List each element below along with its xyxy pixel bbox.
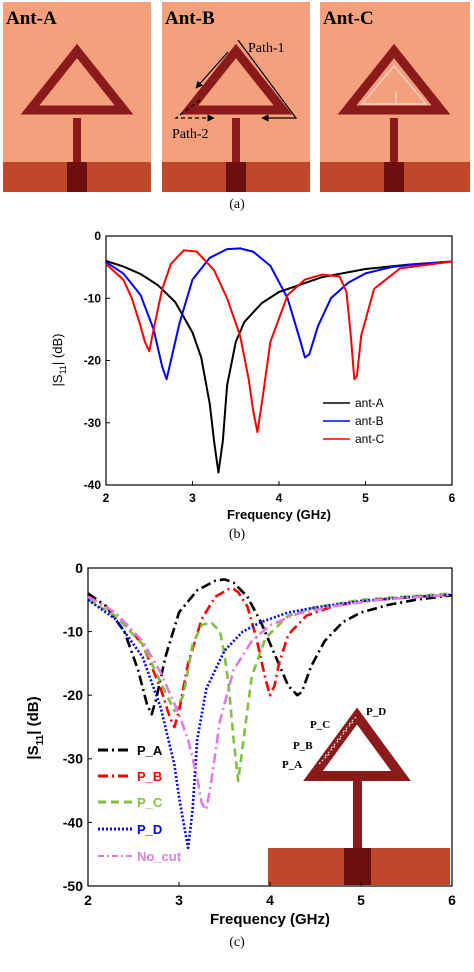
chart-b: 2 3 4 5 6 0 -10 -20 -30 -40 Frequency (GHz) |S11|…: [50, 229, 456, 542]
x-tick-label: 2: [103, 491, 110, 505]
series-line-ant-b: [105, 247, 453, 381]
antenna-label: Ant-C: [323, 8, 374, 29]
x-tick-label: 6: [448, 892, 456, 908]
inset-label-p-d: P_D: [366, 706, 386, 718]
series-line-ant-a: [105, 259, 453, 474]
antenna-ant-a: Ant-A: [3, 2, 151, 192]
inset-triangle: [303, 707, 411, 781]
slot-cut: [360, 64, 428, 105]
inset-label-p-c: P_C: [310, 719, 330, 731]
x-tick-label: 6: [449, 491, 456, 505]
inset-cut-positions: [318, 715, 358, 765]
feed-line: [390, 118, 398, 168]
inset-label-p-b: P_B: [293, 740, 313, 752]
tick-group: 2 3 4 5 6 0 -10 -20 -30 -40: [84, 229, 456, 505]
x-axis-label: Frequency (GHz): [227, 507, 331, 522]
legend-label-p-d: P_D: [137, 822, 162, 837]
antenna-label: Ant-A: [6, 8, 57, 29]
legend-label-no-cut: No_cut: [137, 849, 182, 864]
feed-port: [226, 162, 246, 192]
y-tick-label: -20: [84, 354, 102, 368]
antenna-ant-b: Path-1 Path-2 Ant-B: [162, 2, 310, 192]
legend: P_A P_B P_C P_D No_cut: [98, 743, 182, 864]
y-tick-label: -40: [84, 478, 102, 492]
tick-group: 2 3 4 5 6 0 -10 -20 -30 -40 -50: [63, 560, 456, 908]
chart-c: P_C P_D P_B P_A 2 3 4 5 6 0 -10 -20 -30 -40 -50 Fr…: [25, 560, 456, 950]
y-tick-label: -10: [84, 291, 102, 305]
caption-b: (b): [229, 527, 246, 542]
antenna-label: Ant-B: [165, 8, 215, 29]
path-1-label: Path-1: [248, 41, 285, 56]
x-tick-label: 5: [357, 892, 365, 908]
y-tick-label: -10: [63, 624, 83, 640]
feed-port: [384, 162, 404, 192]
y-axis-label: |S11| (dB): [50, 334, 68, 387]
plot-frame: [105, 235, 453, 486]
x-tick-label: 3: [189, 491, 196, 505]
y-tick-label: -30: [63, 751, 83, 767]
y-tick-label: 0: [94, 229, 101, 243]
plot-frame: [87, 567, 453, 887]
triangle-radiator: [20, 43, 134, 115]
feed-line: [232, 118, 240, 168]
legend-label-p-c: P_C: [137, 795, 163, 810]
y-tick-label: -30: [84, 416, 102, 430]
inset-antenna: P_C P_D P_B P_A: [268, 706, 450, 885]
triangle-radiator: [179, 43, 293, 115]
series-line-p-d: [87, 593, 453, 850]
legend-label-ant-c: ant-C: [355, 432, 385, 446]
series-line-p-c: [87, 592, 453, 783]
triangle-radiator: [337, 43, 451, 115]
path-2-label: Path-2: [172, 127, 209, 142]
y-tick-label: -40: [63, 814, 83, 830]
feed-line: [73, 118, 81, 168]
legend-label-ant-a: ant-A: [355, 396, 384, 410]
path-1-arrow: [237, 39, 298, 122]
inset-feed-line: [353, 780, 362, 855]
inset-label-p-a: P_A: [282, 759, 302, 771]
caption-c: (c): [229, 935, 245, 950]
y-tick-label: 0: [75, 560, 83, 576]
legend-label-p-a: P_A: [137, 743, 163, 758]
x-tick-label: 4: [276, 491, 283, 505]
antenna-panel-a: Ant-A Path-1 Path-2 Ant-B Ant-C: [3, 2, 470, 212]
x-tick-label: 4: [266, 892, 274, 908]
y-tick-label: -20: [63, 687, 83, 703]
series-line-p-b: [87, 587, 453, 729]
legend-label-ant-b: ant-B: [355, 414, 384, 428]
feed-port: [67, 162, 87, 192]
series-group: [87, 578, 453, 850]
x-tick-label: 3: [175, 892, 183, 908]
legend-label-p-b: P_B: [137, 769, 162, 784]
series-line-no-cut: [87, 593, 453, 812]
series-line-p-a: [87, 578, 453, 716]
x-axis-label: Frequency (GHz): [210, 911, 330, 928]
series-group: [105, 247, 453, 474]
legend: ant-A ant-B ant-C: [323, 396, 385, 446]
y-axis-label: |S11| (dB): [25, 696, 46, 759]
x-tick-label: 2: [84, 892, 92, 908]
antenna-ant-c: Ant-C: [320, 2, 470, 192]
path-1-arrow-left: [195, 51, 229, 89]
series-line-ant-c: [105, 249, 453, 434]
path-2-arrow: [174, 99, 215, 122]
inset-feed-port: [344, 848, 371, 885]
x-tick-label: 5: [362, 491, 369, 505]
caption-a: (a): [229, 197, 245, 212]
y-tick-label: -50: [63, 878, 83, 894]
